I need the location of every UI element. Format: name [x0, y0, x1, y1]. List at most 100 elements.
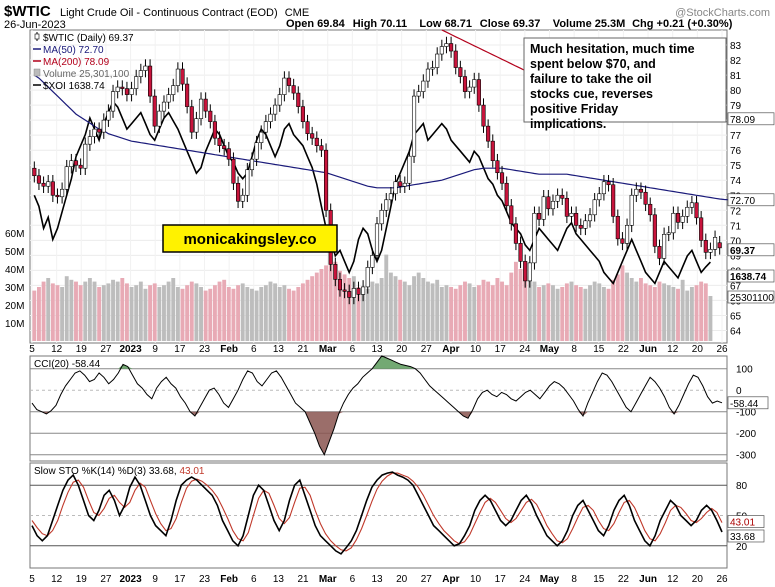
ohlc-item: Chg +0.21 (+0.30%)	[632, 18, 733, 30]
candle-body	[671, 212, 676, 234]
price-x-tick: 27	[421, 344, 433, 355]
candle-body	[574, 212, 579, 226]
annotation-line: stocks cue, reverses	[530, 87, 653, 101]
candle-body	[578, 225, 583, 229]
volume-bar	[370, 281, 375, 341]
volume-bar	[97, 287, 102, 341]
volume-bar	[666, 285, 671, 341]
volume-bar	[282, 285, 287, 341]
volume-bar	[236, 285, 241, 341]
candle-body	[106, 110, 111, 121]
volume-bar	[694, 285, 699, 341]
candle-body	[282, 77, 287, 95]
volume-tick-label: 20M	[5, 301, 24, 312]
sto-x-tick: 21	[298, 574, 310, 585]
volume-bar	[69, 279, 74, 341]
candle-body	[583, 220, 588, 229]
volume-bar	[685, 290, 690, 341]
annotation-line: implications.	[530, 117, 606, 131]
volume-bar	[338, 270, 342, 341]
candle-body	[286, 77, 292, 86]
candle-body	[652, 214, 657, 247]
candle-body	[717, 242, 722, 249]
sto-x-tick: 27	[100, 574, 112, 585]
volume-bar	[74, 281, 78, 341]
candle-body	[92, 128, 97, 137]
candle-body	[300, 106, 305, 122]
volume-bar	[444, 285, 449, 341]
volume-bar	[55, 285, 60, 341]
candle-body	[32, 167, 37, 177]
volume-bar	[189, 281, 194, 341]
candle-body	[314, 137, 319, 146]
volume-bar	[217, 281, 222, 341]
volume-bar	[513, 261, 518, 341]
candle-body	[657, 246, 662, 259]
candle-body	[342, 289, 347, 292]
sto-x-tick: 23	[199, 574, 211, 585]
price-x-tick: 17	[174, 344, 186, 355]
volume-bar	[453, 288, 458, 341]
volume-bar	[111, 279, 115, 341]
candle-body	[236, 182, 241, 202]
candle-body	[449, 43, 454, 52]
sto-x-tick: Feb	[220, 574, 238, 585]
candle-body	[273, 104, 278, 115]
chart-date: 26-Jun-2023	[4, 19, 66, 31]
volume-bar	[41, 281, 46, 341]
candle-body	[231, 158, 236, 184]
last-value-tag	[727, 112, 775, 126]
candle-body	[185, 83, 190, 107]
candle-body	[148, 65, 153, 97]
sto-x-tick: 8	[571, 574, 577, 585]
candle-body	[296, 92, 301, 107]
volume-bar	[356, 287, 361, 341]
candle-body	[129, 88, 134, 95]
candle-body	[685, 206, 690, 217]
volume-bar	[680, 279, 685, 341]
sto-x-tick: 15	[593, 574, 605, 585]
volume-bar	[328, 260, 333, 341]
sto-x-tick: 20	[692, 574, 704, 585]
volume-bar	[46, 278, 51, 341]
chart-name: Light Crude Oil - Continuous Contract (E…	[60, 7, 309, 19]
candle-body	[198, 98, 204, 119]
price-x-tick: 17	[495, 344, 507, 355]
volume-bar	[162, 285, 166, 341]
sto-x-tick: May	[540, 574, 560, 585]
chart-exchange: CME	[285, 7, 309, 19]
volume-tick-label: 30M	[5, 283, 24, 294]
volume-bar	[463, 281, 467, 341]
candle-body	[523, 261, 528, 282]
cci-tick-label: 0	[736, 386, 742, 397]
ohlc-summary: Open 69.84 High 70.11 Low 68.71 Close 69.37…	[286, 18, 733, 30]
candle-body	[550, 200, 556, 210]
volume-bar	[268, 281, 273, 341]
volume-bar	[259, 287, 264, 341]
volume-bar	[333, 261, 338, 341]
price-tick-label: 69	[730, 251, 742, 262]
candle-body	[638, 188, 644, 193]
volume-bar	[92, 281, 97, 341]
volume-bar	[398, 279, 403, 341]
candle-body	[425, 68, 430, 82]
candle-body	[361, 286, 366, 295]
candle-body	[115, 86, 120, 92]
volume-bar	[101, 285, 106, 341]
sto-last-tag	[727, 529, 765, 543]
volume-bar	[615, 274, 620, 341]
candle-body	[203, 98, 208, 112]
price-tick-label: 72	[730, 206, 742, 217]
volume-bar	[648, 285, 653, 341]
volume-bar	[310, 276, 315, 341]
candle-body	[694, 202, 699, 219]
volume-bar	[569, 281, 574, 341]
volume-bar	[509, 272, 514, 341]
volume-tick-label: 40M	[5, 265, 24, 276]
ohlc-item: High 70.11	[353, 18, 407, 30]
candle-body	[240, 194, 245, 202]
legend-entry: $WTIC (Daily) 69.37	[43, 33, 134, 44]
candle-body	[421, 80, 426, 92]
volume-bar	[314, 272, 319, 341]
price-x-tick: 20	[692, 344, 704, 355]
